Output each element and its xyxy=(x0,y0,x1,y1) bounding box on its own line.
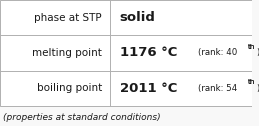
Text: ): ) xyxy=(257,84,259,93)
Text: 1176 °C: 1176 °C xyxy=(120,46,177,59)
Text: th: th xyxy=(247,44,255,50)
Text: (rank: 54: (rank: 54 xyxy=(198,84,237,93)
Text: th: th xyxy=(247,79,255,85)
Text: boiling point: boiling point xyxy=(37,83,102,93)
Bar xyxy=(0,0,252,106)
Text: phase at STP: phase at STP xyxy=(34,13,102,23)
Text: th: th xyxy=(247,44,255,50)
Text: 2011 °C: 2011 °C xyxy=(120,82,177,95)
Text: (properties at standard conditions): (properties at standard conditions) xyxy=(3,113,160,122)
Text: solid: solid xyxy=(120,11,156,24)
Text: ): ) xyxy=(257,48,259,57)
Text: th: th xyxy=(247,79,255,85)
Text: (rank: 40: (rank: 40 xyxy=(198,48,237,57)
Text: melting point: melting point xyxy=(32,48,102,58)
